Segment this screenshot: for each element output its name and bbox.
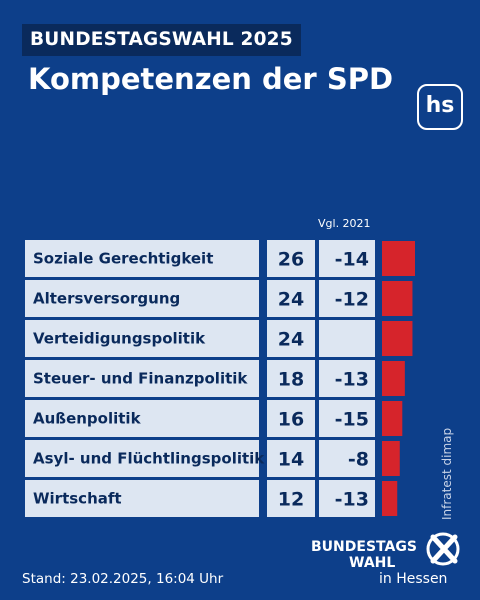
timestamp: Stand: 23.02.2025, 16:04 Uhr [22, 571, 224, 587]
value-cell [267, 320, 315, 357]
change-label: -8 [348, 449, 369, 471]
value-label: 24 [278, 329, 304, 351]
change-label: -15 [335, 409, 369, 431]
value-label: 26 [278, 249, 304, 271]
bar [382, 401, 403, 436]
brand-text-2: WAHL [349, 555, 396, 571]
value-label: 24 [278, 289, 304, 311]
row-label-cell [25, 480, 259, 517]
value-cell [267, 440, 315, 477]
bar [382, 321, 413, 356]
row-label-cell [25, 280, 259, 317]
category-label: Steuer- und Finanzpolitik [33, 370, 248, 388]
change-cell [319, 320, 375, 357]
change-cell [319, 400, 375, 437]
category-label: Asyl- und Flüchtlingspolitik [33, 450, 265, 468]
category-label: Altersversorgung [33, 290, 180, 308]
change-cell [319, 480, 375, 517]
row-label-cell [25, 360, 259, 397]
comparison-header: Vgl. 2021 [318, 217, 371, 230]
change-cell [319, 240, 375, 277]
value-cell [267, 240, 315, 277]
brand-text-1: BUNDESTAGS [311, 539, 417, 555]
hs-logo: hs [417, 84, 463, 130]
category-label: Soziale Gerechtigkeit [33, 250, 213, 268]
value-label: 16 [278, 409, 304, 431]
ballot-cross-icon [426, 532, 460, 566]
value-cell [267, 400, 315, 437]
change-cell [319, 440, 375, 477]
row-label-cell [25, 440, 259, 477]
source-credit: Infratest dimap [440, 427, 454, 520]
value-label: 18 [278, 369, 304, 391]
change-label: -14 [335, 249, 369, 271]
bar [382, 481, 398, 516]
page-title: Kompetenzen der SPD [28, 62, 394, 96]
category-label: Wirtschaft [33, 490, 122, 508]
category-label: Verteidigungspolitik [33, 330, 206, 348]
value-cell [267, 280, 315, 317]
brand-text-3: in Hessen [379, 571, 448, 587]
bar [382, 241, 415, 276]
change-label: -13 [335, 489, 369, 511]
value-label: 12 [278, 489, 304, 511]
bar [382, 441, 400, 476]
change-cell [319, 360, 375, 397]
kicker-label: BUNDESTAGSWAHL 2025 [22, 24, 301, 56]
value-label: 14 [278, 449, 304, 471]
change-label: -13 [335, 369, 369, 391]
row-label-cell [25, 240, 259, 277]
row-label-cell [25, 400, 259, 437]
change-cell [319, 280, 375, 317]
bar [382, 361, 405, 396]
category-label: Außenpolitik [33, 410, 142, 428]
value-cell [267, 360, 315, 397]
value-cell [267, 480, 315, 517]
change-label: -12 [335, 289, 369, 311]
election-brand-logo: BUNDESTAGS WAHL in Hessen [311, 529, 471, 591]
row-label-cell [25, 320, 259, 357]
bar [382, 281, 413, 316]
